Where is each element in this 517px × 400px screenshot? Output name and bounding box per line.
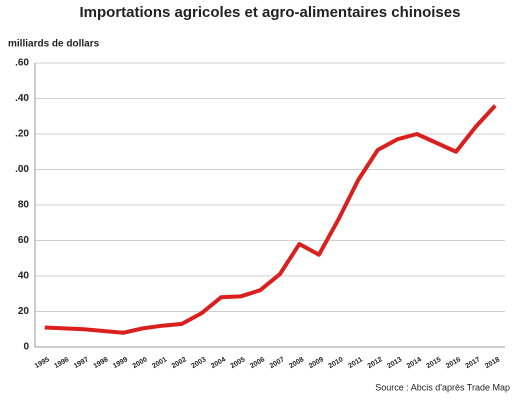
x-tick-label: 2007 xyxy=(269,356,286,370)
data-line xyxy=(44,104,497,335)
y-tick-label: .20 xyxy=(15,129,29,140)
x-tick-label: 2002 xyxy=(171,356,188,370)
chart-title: Importations agricoles et agro-alimentai… xyxy=(80,4,461,21)
x-tick-label: 2018 xyxy=(484,356,501,370)
x-tick-label: 2005 xyxy=(230,356,247,370)
y-tick-label: 40 xyxy=(18,271,30,282)
x-tick-label: 2000 xyxy=(132,356,149,370)
x-tick-label: 1999 xyxy=(112,356,129,370)
y-tick-label: .00 xyxy=(15,164,29,175)
x-tick-label: 2015 xyxy=(425,356,442,370)
x-tick-label: 2016 xyxy=(445,356,462,370)
x-tick-label: 1998 xyxy=(92,356,109,370)
x-tick-label: 2013 xyxy=(386,356,403,370)
x-tick-label: 2010 xyxy=(327,356,344,370)
y-tick-label: .40 xyxy=(15,93,29,104)
x-tick-label: 2006 xyxy=(249,356,266,370)
y-axis-label: milliards de dollars xyxy=(8,39,100,50)
x-tick-label: 2017 xyxy=(465,356,482,370)
x-tick-label: 2014 xyxy=(406,356,423,370)
x-tick-label: 2008 xyxy=(288,356,305,370)
x-tick-label: 2003 xyxy=(190,356,207,370)
x-tick-label: 1997 xyxy=(73,356,90,370)
y-tick-label: 60 xyxy=(18,235,30,246)
x-tick-label: 1996 xyxy=(53,356,70,370)
y-tick-label: 0 xyxy=(23,342,29,353)
x-tick-label: 2004 xyxy=(210,356,227,370)
x-tick-label: 2012 xyxy=(367,356,384,370)
source: Source : Abcis d'après Trade Map xyxy=(375,382,510,392)
y-tick-label: 80 xyxy=(18,200,30,211)
y-tick-label: 20 xyxy=(18,306,30,317)
x-tick-label: 2001 xyxy=(151,356,168,370)
x-tick-label: 1995 xyxy=(34,356,51,370)
x-tick-label: 2009 xyxy=(308,356,325,370)
y-tick-label: .60 xyxy=(15,58,29,69)
x-tick-label: 2011 xyxy=(347,356,364,370)
